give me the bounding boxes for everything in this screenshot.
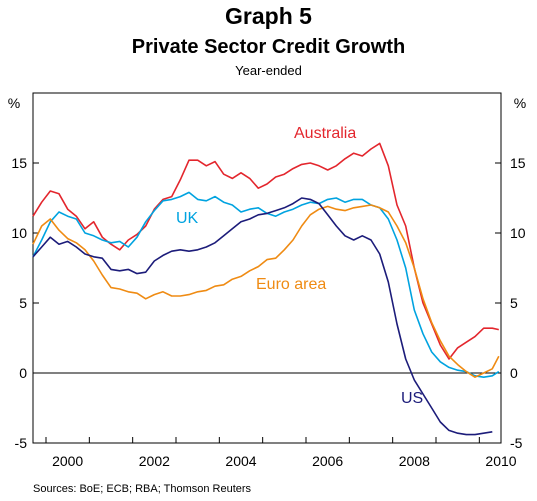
us-label: US — [401, 390, 423, 407]
series-line-australia — [32, 142, 499, 360]
y-tick-label-right: 15 — [510, 155, 526, 171]
y-tick-label-right: 5 — [510, 295, 518, 311]
series-line-us — [32, 197, 493, 436]
chart-area: -5 -5 0 0 5 5 10 10 15 15 2000 2002 2004 2006 2008 2010… — [8, 92, 526, 469]
x-tick-label: 2010 — [485, 453, 516, 469]
y-tick-label-left: 0 — [19, 365, 27, 381]
chart-subtitle-2: Year-ended — [235, 63, 302, 78]
y-unit-left: % — [8, 95, 20, 111]
y-tick-label-left: 10 — [11, 225, 27, 241]
series-line-euro-area — [32, 204, 500, 378]
source-note: Sources: BoE; ECB; RBA; Thomson Reuters — [33, 483, 252, 495]
y-unit-right: % — [514, 95, 526, 111]
y-tick-label-right: 10 — [510, 225, 526, 241]
chart-title: Graph 5 — [225, 3, 312, 29]
x-tick-label: 2002 — [139, 453, 170, 469]
x-tick-label: 2004 — [225, 453, 256, 469]
x-tick-label: 2008 — [399, 453, 430, 469]
y-tick-label-left: -5 — [15, 435, 28, 451]
y-tick-label-left: 15 — [11, 155, 27, 171]
chart-subtitle: Private Sector Credit Growth — [131, 36, 406, 58]
y-tick-label-right: 0 — [510, 365, 518, 381]
y-tick-label-left: 5 — [19, 295, 27, 311]
x-tick-label: 2000 — [52, 453, 83, 469]
euro-area-label: Euro area — [256, 276, 326, 293]
australia-label: Australia — [294, 125, 356, 142]
uk-label: UK — [176, 210, 199, 227]
plot-frame — [32, 92, 502, 444]
y-tick-label-right: -5 — [510, 435, 523, 451]
x-tick-label: 2006 — [312, 453, 343, 469]
